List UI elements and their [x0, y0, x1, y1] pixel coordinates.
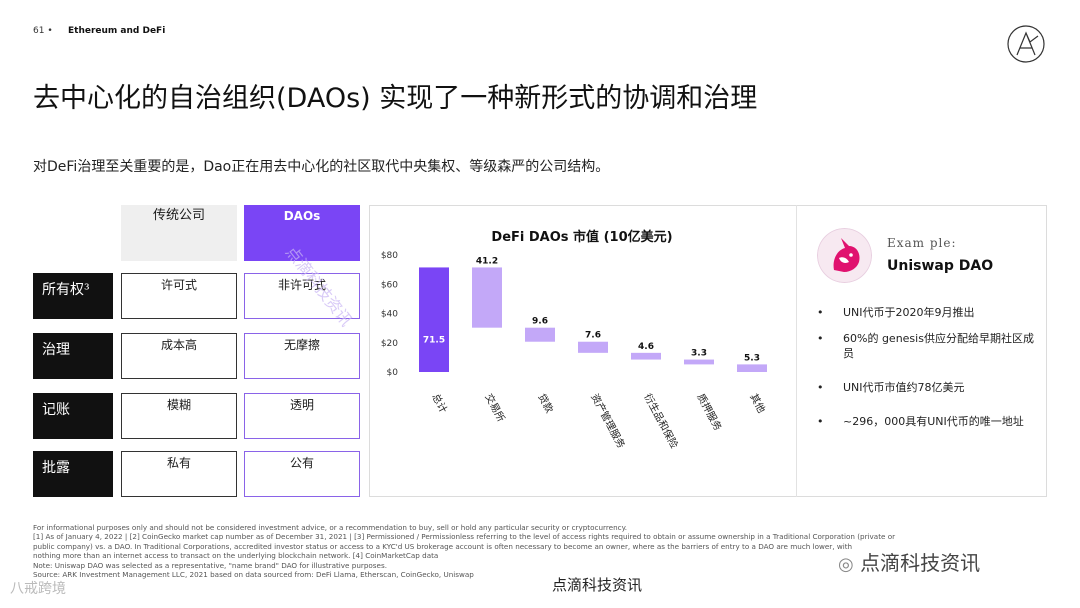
page-title: 去中心化的自治组织(DAOs) 实现了一种新形式的协调和治理: [33, 83, 758, 114]
page-number: 61 •: [33, 26, 53, 36]
data-label: 41.2: [476, 256, 498, 266]
column-header-dao: DAOs: [244, 205, 360, 261]
x-tick-label: 贷款: [535, 391, 556, 415]
chart-title: DeFi DAOs 市值 (10亿美元): [491, 229, 672, 245]
wechat-icon: ◎: [838, 554, 854, 575]
x-tick-label: 衍生品和保险: [641, 391, 681, 450]
column-header-traditional: 传统公司: [121, 205, 237, 261]
watermark-wechat: ◎ 点滴科技资讯: [838, 547, 980, 576]
row-label-ownership: 所有权³: [33, 273, 113, 319]
watermark-left: 八戒跨境: [10, 581, 66, 597]
bullet-item: UNI代币市值约78亿美元: [815, 380, 1035, 395]
chart-bar: [684, 359, 714, 365]
unicorn-icon: [817, 228, 872, 283]
section-name: Ethereum and DeFi: [68, 26, 166, 36]
chart-panel: [369, 205, 1047, 497]
row-label-bookkeeping: 记账: [33, 393, 113, 439]
example-name: Uniswap DAO: [887, 258, 994, 274]
x-tick-label: 其他: [747, 391, 768, 415]
x-tick-label: 交易所: [482, 391, 508, 424]
page-subtitle: 对DeFi治理至关重要的是，Dao正在用去中心化的社区取代中央集权、等级森严的公…: [33, 159, 610, 175]
data-label: 9.6: [532, 317, 548, 327]
row-label-governance: 治理: [33, 333, 113, 379]
y-tick-label: $60: [381, 280, 398, 290]
watermark-bottom: 点滴科技资讯: [552, 576, 643, 594]
y-tick-label: $40: [381, 310, 398, 320]
bullet-item: 60%的 genesis供应分配给早期社区成员: [815, 331, 1035, 361]
footnote-line: Note: Uniswap DAO was selected as a repr…: [33, 560, 387, 570]
panel-divider: [796, 205, 797, 497]
data-label: 7.6: [585, 331, 601, 341]
chart-bar: [737, 364, 767, 372]
cell-governance-dao: 无摩擦: [244, 333, 360, 379]
example-bullets: UNI代币于2020年9月推出 60%的 genesis供应分配给早期社区成员 …: [815, 305, 1035, 429]
x-tick-label: 总计: [429, 391, 450, 415]
data-label: 4.6: [638, 342, 654, 352]
cell-ownership-traditional: 许可式: [121, 273, 237, 319]
chart-bar: [525, 327, 555, 342]
defi-dao-market-cap-chart: DeFi DAOs 市值 (10亿美元) $0 $20 $40 $60 $80 71.5 总计…: [381, 229, 768, 450]
chart-bar: [472, 267, 502, 328]
data-label: 71.5: [423, 336, 445, 346]
x-tick-label: 质押服务: [694, 391, 724, 432]
footnote-line: For informational purposes only and shou…: [33, 523, 628, 532]
cell-ownership-dao: 非许可式: [244, 273, 360, 319]
footnote-line: nothing more than an internet access to …: [33, 551, 439, 561]
y-tick-label: $80: [381, 251, 398, 261]
bullet-item: UNI代币于2020年9月推出: [815, 305, 1035, 320]
chart-bar: [578, 341, 608, 353]
data-label: 3.3: [691, 349, 707, 359]
y-tick-label: $20: [381, 339, 398, 349]
watermark-wechat-text: 点滴科技资讯: [860, 551, 981, 575]
footnotes: For informational purposes only and shou…: [33, 523, 1033, 579]
chart-bar: [631, 352, 661, 360]
footnote-line: public company) vs. a DAO. In Traditiona…: [33, 541, 853, 551]
footnote-line: Source: ARK Investment Management LLC, 2…: [33, 570, 474, 580]
footnote-line: [1] As of January 4, 2022 | [2] CoinGeck…: [33, 532, 896, 542]
example-label: Exam ple:: [887, 236, 957, 250]
cell-disclosure-dao: 公有: [244, 451, 360, 497]
cell-governance-traditional: 成本高: [121, 333, 237, 379]
cell-disclosure-traditional: 私有: [121, 451, 237, 497]
cell-bookkeeping-dao: 透明: [244, 393, 360, 439]
y-tick-label: $0: [387, 368, 399, 378]
chart-bar: [419, 267, 449, 372]
bullet-item: ~296，000具有UNI代币的唯一地址: [815, 414, 1035, 429]
data-label: 5.3: [744, 353, 760, 363]
x-tick-label: 资产管理服务: [588, 391, 628, 450]
row-label-disclosure: 批露: [33, 451, 113, 497]
ark-logo-icon: [1007, 25, 1045, 63]
cell-bookkeeping-traditional: 模糊: [121, 393, 237, 439]
